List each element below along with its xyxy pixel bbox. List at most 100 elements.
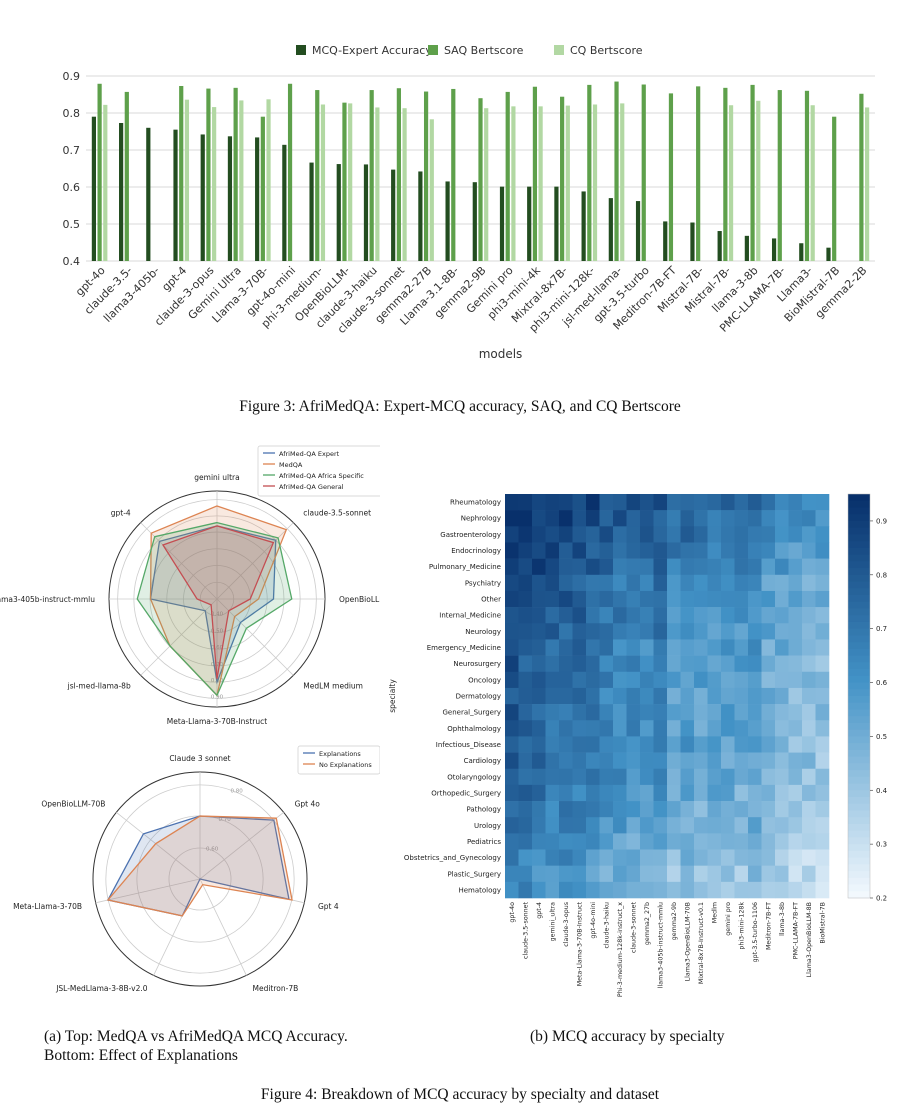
heatmap-cell — [694, 558, 708, 576]
heatmap-cell — [802, 574, 816, 592]
heatmap-cell — [532, 752, 546, 770]
bar-mcq — [391, 169, 396, 261]
heatmap-cell — [653, 881, 668, 899]
heatmap-cell — [586, 768, 600, 786]
heatmap-cell — [788, 833, 803, 850]
heatmap-cell — [802, 736, 816, 753]
heatmap-cell — [721, 590, 735, 608]
heatmap-col-label: Meditron-7B-FT — [765, 902, 772, 950]
heatmap-cell — [680, 542, 695, 559]
y-tick-label: 0.5 — [63, 218, 81, 231]
heatmap-cell — [518, 801, 533, 818]
heatmap-cell — [775, 736, 789, 753]
heatmap-cell — [667, 849, 681, 866]
heatmap-cell — [586, 607, 600, 624]
heatmap-cell — [545, 607, 560, 624]
heatmap-cell — [707, 655, 722, 673]
heatmap-cell — [559, 671, 573, 689]
bar-mcq — [336, 164, 341, 261]
heatmap-cell — [707, 720, 722, 737]
colorbar-segment — [848, 783, 870, 791]
colorbar-segment — [848, 541, 870, 549]
colorbar-segment — [848, 682, 870, 690]
heatmap-cell — [748, 768, 762, 786]
heatmap-cell — [518, 849, 533, 866]
heatmap-cell — [788, 687, 803, 705]
heatmap-cell — [721, 784, 735, 802]
heatmap-cell — [505, 623, 519, 640]
colorbar-segment — [848, 642, 870, 650]
heatmap-cell — [734, 558, 749, 576]
heatmap-cell — [559, 639, 573, 656]
heatmap-cell — [572, 607, 587, 624]
heatmap-row-label: Otolaryngology — [447, 773, 501, 781]
heatmap-cell — [518, 687, 533, 705]
heatmap-cell — [545, 590, 560, 608]
heatmap-cell — [815, 510, 830, 527]
heatmap-cell — [694, 623, 708, 640]
heatmap-cell — [721, 881, 735, 899]
heatmap-row-label: Obstetrics_and_Gynecology — [404, 854, 501, 862]
heatmap-cell — [802, 881, 816, 899]
heatmap-cell — [505, 833, 519, 850]
radar-axis-label: claude-3.5-sonnet — [303, 509, 371, 518]
heatmap-cell — [707, 736, 722, 753]
heatmap-cell — [815, 526, 830, 543]
heatmap-cell — [815, 720, 830, 737]
colorbar-segment — [848, 561, 870, 569]
heatmap-cell — [599, 623, 614, 640]
heatmap-cell — [572, 526, 587, 543]
heatmap-cell — [518, 736, 533, 753]
heatmap-cell — [694, 542, 708, 559]
heatmap-cell — [640, 574, 654, 592]
bar-mcq — [635, 201, 641, 261]
bar-saq — [696, 86, 701, 261]
heatmap-cell — [586, 655, 600, 673]
heatmap-cell — [707, 784, 722, 802]
heatmap-cell — [559, 494, 573, 511]
heatmap-cell — [815, 558, 830, 576]
heatmap-cell — [505, 752, 519, 770]
radar-ring-label: 0.90 — [211, 694, 224, 700]
heatmap-cell — [748, 849, 762, 866]
heatmap-cell — [707, 881, 722, 899]
heatmap-cell — [545, 881, 560, 899]
heatmap-col-label: gemini pro — [725, 902, 732, 936]
heatmap-col-label: Llama3-OpenBioLLM-8B — [806, 902, 813, 977]
heatmap-cell — [788, 542, 803, 559]
heatmap-cell — [721, 607, 735, 624]
bar-mcq — [499, 186, 505, 261]
radar-ring-label: 0.40 — [211, 612, 224, 618]
heatmap-cell — [626, 704, 641, 721]
heatmap-cell — [748, 639, 762, 656]
colorbar-segment — [848, 494, 870, 502]
bar-cq — [538, 106, 543, 261]
heatmap-cell — [761, 736, 776, 753]
heatmap-cell — [721, 639, 735, 656]
heatmap-cell — [613, 833, 627, 850]
heatmap-cell — [802, 833, 816, 850]
heatmap-cell — [734, 881, 749, 899]
heatmap-cell — [788, 558, 803, 576]
heatmap-cell — [802, 704, 816, 721]
heatmap-cell — [586, 639, 600, 656]
heatmap-cell — [559, 542, 573, 559]
heatmap-cell — [775, 542, 789, 559]
heatmap-cell — [505, 494, 519, 511]
radar-spoke — [216, 522, 294, 600]
heatmap-cell — [694, 639, 708, 656]
colorbar-segment — [848, 669, 870, 677]
heatmap-cell — [667, 801, 681, 818]
heatmap-cell — [599, 494, 614, 511]
bar-cq — [592, 104, 598, 262]
heatmap-cell — [640, 833, 654, 850]
heatmap-cell — [667, 655, 681, 673]
heatmap-cell — [640, 510, 654, 527]
bar-cq — [320, 104, 326, 262]
heatmap-cell — [599, 542, 614, 559]
heatmap-cell — [775, 687, 789, 705]
heatmap-cell — [640, 849, 654, 866]
radar-axis-label: gemini ultra — [194, 473, 239, 482]
heatmap-col-label: gpt-4o-mini — [590, 902, 597, 939]
heatmap-cell — [532, 526, 546, 543]
